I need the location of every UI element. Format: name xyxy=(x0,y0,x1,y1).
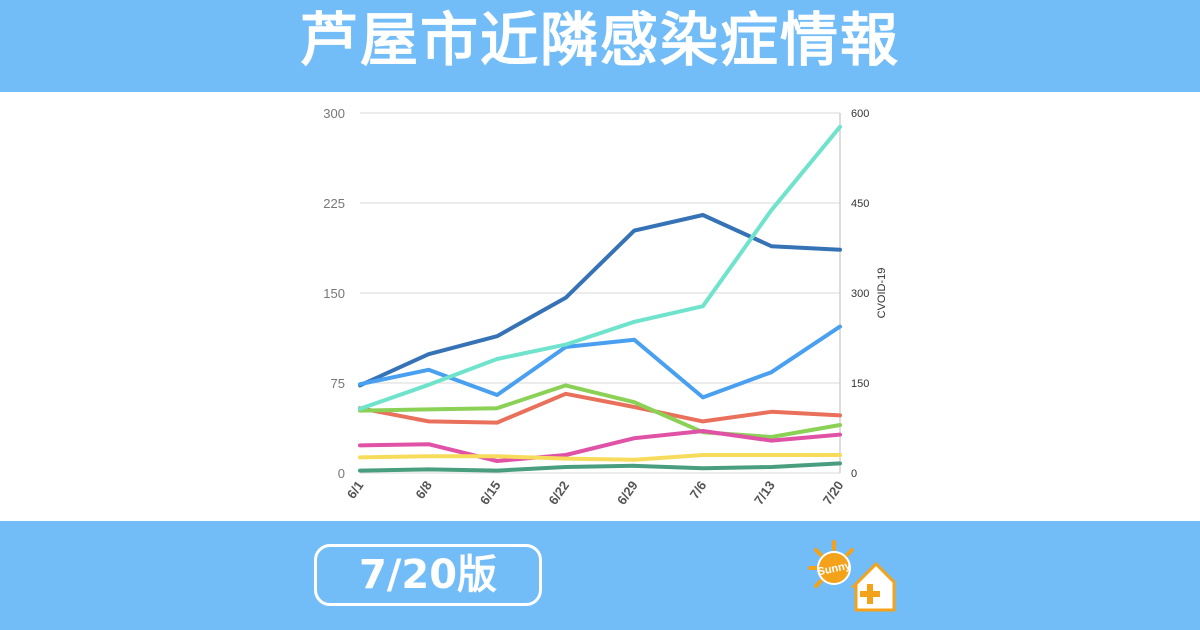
series-line-5 xyxy=(358,429,842,463)
x-tick-label: 7/6 xyxy=(687,478,710,501)
right-tick-label: 0 xyxy=(851,468,857,480)
series-line-8 xyxy=(358,124,842,411)
x-tick-label: 6/29 xyxy=(614,478,641,507)
left-tick-label: 75 xyxy=(331,376,345,391)
x-tick-label: 7/13 xyxy=(751,478,778,507)
x-tick-label: 6/22 xyxy=(545,478,572,507)
left-axis: 0 75 150 225 300 xyxy=(323,106,345,481)
series-line-4 xyxy=(358,383,842,439)
x-tick-label: 7/20 xyxy=(820,478,847,507)
x-tick-label: 6/8 xyxy=(412,478,435,501)
right-tick-label: 450 xyxy=(851,198,869,210)
x-tick-label: 6/15 xyxy=(477,478,504,507)
right-axis-label: CVOID-19 xyxy=(876,268,888,319)
chart-grid xyxy=(360,112,841,474)
chart-series xyxy=(358,124,842,473)
header-band: 芦屋市近隣感染症情報 xyxy=(0,0,1200,92)
right-tick-label: 600 xyxy=(851,108,869,120)
series-line-2 xyxy=(358,324,842,400)
right-axis: 0 150 300 450 600 xyxy=(851,108,869,480)
sunny-logo-icon: Sunny xyxy=(808,540,896,612)
edition-badge: 7/20版 xyxy=(314,544,542,606)
footer-band xyxy=(0,521,1200,630)
left-tick-label: 225 xyxy=(323,196,345,211)
x-tick-label: 6/1 xyxy=(344,478,367,501)
series-line-3 xyxy=(358,391,842,425)
left-tick-label: 150 xyxy=(323,286,345,301)
x-axis: 6/1 6/8 6/15 6/22 6/29 7/6 7/13 7/20 xyxy=(344,478,847,507)
right-tick-label: 150 xyxy=(851,378,869,390)
left-tick-label: 300 xyxy=(323,106,345,121)
series-line-1 xyxy=(358,213,842,388)
series-line-6 xyxy=(358,453,842,462)
series-line-7 xyxy=(358,461,842,473)
page-title: 芦屋市近隣感染症情報 xyxy=(299,6,900,74)
left-tick-label: 0 xyxy=(338,466,345,481)
right-tick-label: 300 xyxy=(851,288,869,300)
